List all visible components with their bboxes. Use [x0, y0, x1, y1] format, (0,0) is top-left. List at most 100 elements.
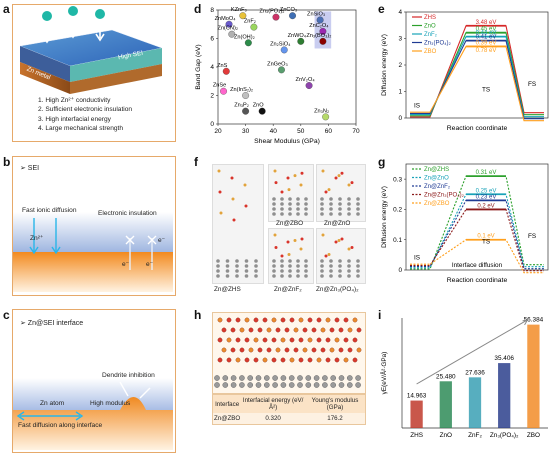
- zn-atom: [225, 269, 230, 273]
- y-tick-label: 0: [398, 115, 402, 122]
- zn-atom: [322, 375, 328, 381]
- zn-atom: [329, 212, 333, 216]
- zn-atom: [254, 264, 258, 268]
- structure-label: Zn@ZHS: [214, 286, 241, 293]
- zbo-atom: [280, 357, 286, 363]
- zn-atom: [296, 212, 300, 216]
- zbo-atom: [217, 357, 223, 363]
- adsorbate-atom: [274, 181, 278, 185]
- zbo-atom: [248, 347, 254, 353]
- zn-atom: [254, 269, 258, 273]
- adsorbate-atom: [350, 246, 354, 249]
- structure-label: Zn@Zn₃(PO₄)₂: [316, 286, 359, 293]
- zn-atom: [305, 382, 312, 388]
- x-tick-label: Zn₃(PO₄)₂: [490, 432, 519, 439]
- table-header: Interfacial energy (eV/Å²): [242, 397, 304, 411]
- zbo-atom: [284, 347, 290, 353]
- zn-atom: [272, 264, 276, 268]
- electron-label: e⁻: [122, 261, 130, 268]
- scatter-point: [322, 113, 330, 121]
- adsorbate-atom: [340, 237, 344, 241]
- bar: [527, 324, 540, 428]
- zbo-atom: [226, 337, 232, 343]
- zn-atom: [216, 269, 220, 273]
- trend-arrow: [416, 319, 528, 385]
- zn-atom: [214, 382, 220, 388]
- adsorbate-atom: [280, 190, 284, 194]
- zn-atom: [320, 269, 324, 273]
- adsorbate-atom: [273, 233, 277, 237]
- zbo-atom: [221, 347, 227, 353]
- zn-atom: [222, 382, 229, 388]
- adsorbate-atom: [337, 174, 341, 178]
- adsorbate-atom: [232, 218, 236, 222]
- panel-label-c: c: [3, 308, 10, 322]
- adsorbate-atom: [274, 246, 278, 249]
- panel-i: i γE(eV/Å²·GPa) 14.963 ZHS 25.480 ZnO 27.636 Z…: [372, 304, 555, 456]
- zbo-atom: [307, 317, 313, 323]
- state-label: FS: [528, 81, 536, 88]
- x-tick-label: ZBO: [527, 432, 540, 439]
- zn-atom: [288, 375, 295, 381]
- panel-label-b: b: [3, 155, 11, 169]
- zn-atom: [280, 274, 284, 278]
- scatter-point: [319, 27, 327, 35]
- y-axis-label: Diffusion energy (eV): [381, 186, 388, 248]
- electronic-insulation-label: Electronic insulation: [98, 210, 157, 217]
- zn-atom: [320, 207, 324, 211]
- zn-atom: [338, 212, 342, 216]
- property-item: 2. Sufficient electronic insulation: [38, 106, 133, 114]
- zbo-atom: [275, 347, 281, 353]
- legend-label: Zn@ZnO: [424, 176, 449, 182]
- adsorbate-atom: [217, 169, 221, 173]
- sei-slab-illustration: [19, 6, 163, 94]
- state-label: IS: [414, 102, 420, 109]
- zn-atom: [320, 202, 324, 206]
- adsorbate-atom: [299, 183, 303, 187]
- zn-atom: [280, 202, 284, 206]
- zn-atom: [288, 259, 292, 263]
- zbo-atom: [280, 337, 286, 343]
- zn-atom: [280, 207, 284, 211]
- scatter-point: [242, 92, 250, 99]
- scatter-point: [244, 39, 252, 47]
- panel-label-d: d: [194, 2, 202, 16]
- y-tick-label: 1: [398, 89, 402, 96]
- zbo-atom: [239, 347, 245, 353]
- legend-label: Zn@ZBO: [424, 201, 450, 207]
- point-label: ZnS: [217, 63, 228, 69]
- bar-value-label: 35.406: [494, 355, 514, 362]
- sei-diffusion-schematic: [13, 212, 173, 292]
- zbo-atom: [235, 317, 241, 323]
- y-tick-label: 6: [210, 36, 214, 43]
- legend-label: ZBO: [424, 49, 437, 55]
- fast-ionic-label: Fast ionic diffusion: [22, 207, 77, 214]
- zn-atom: [347, 202, 351, 206]
- zn-atom: [214, 375, 220, 381]
- adsorbate-atom: [321, 169, 325, 173]
- high-modulus-label: High modulus: [90, 400, 131, 407]
- electron-label: e⁻: [146, 261, 154, 268]
- zbo-atom: [307, 337, 313, 343]
- zbo-atom: [244, 337, 250, 343]
- adsorbate-atom: [299, 247, 303, 251]
- property-item: 3. High interfacial energy: [38, 115, 111, 123]
- adsorbate-atom: [244, 204, 248, 208]
- zn-atom: [304, 269, 308, 273]
- zn-atom: [288, 197, 292, 201]
- zn-atom: [329, 264, 333, 268]
- bar: [498, 363, 511, 428]
- adsorbate-atom: [286, 176, 290, 180]
- zn-atom: [304, 274, 308, 278]
- x-tick-label: ZnO: [440, 432, 452, 439]
- property-item: 1. High Zn²⁺ conductivity: [38, 97, 111, 104]
- bar-value-label: 25.480: [436, 373, 456, 380]
- interface-table: Interface Interfacial energy (eV/Å²) You…: [212, 394, 366, 425]
- point-label: Zn(OH)₂: [234, 34, 255, 40]
- zn-atom: [338, 202, 342, 206]
- zn-atom: [296, 274, 300, 278]
- x-tick-label: 40: [270, 128, 278, 135]
- x-axis-label: Reaction coordinate: [447, 125, 508, 132]
- zn-atom: [338, 264, 342, 268]
- zbo-atom: [253, 337, 259, 343]
